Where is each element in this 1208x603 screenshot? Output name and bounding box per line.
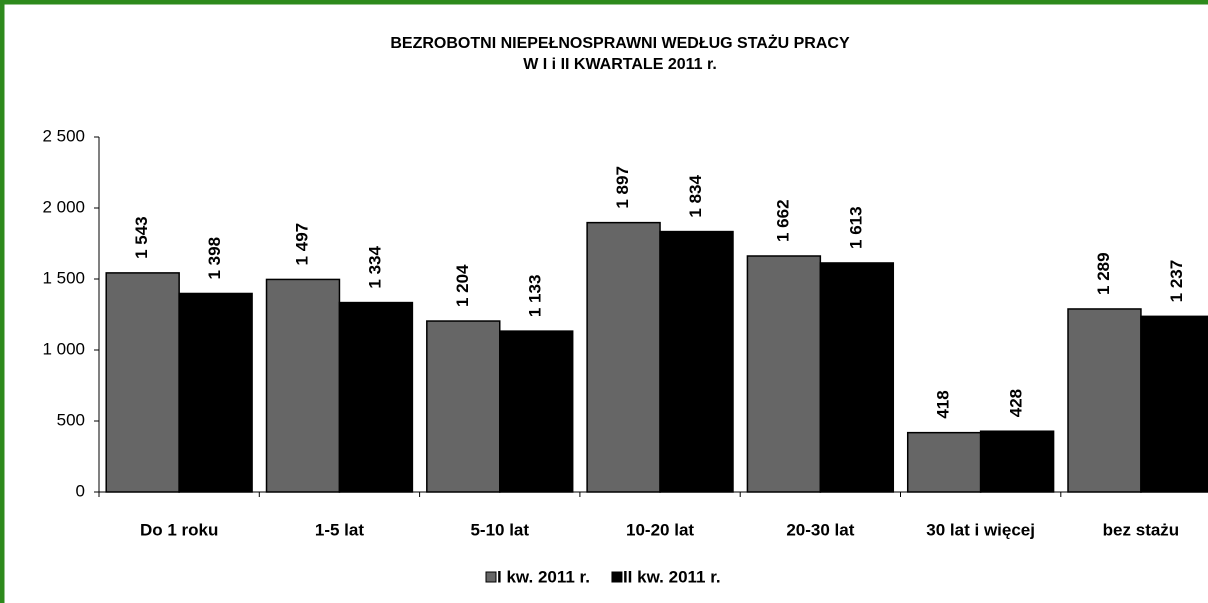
chart-title: BEZROBOTNI NIEPEŁNOSPRAWNI WEDŁUG STAŻU …: [390, 34, 850, 52]
value-label: 418: [934, 390, 953, 418]
bar: [746, 255, 822, 493]
value-label: 1 289: [1094, 252, 1113, 295]
y-tick-label: 2 000: [42, 197, 85, 216]
bar: [178, 292, 253, 493]
value-label: 1 662: [773, 199, 792, 242]
x-tick-label: 30 lat i więcej: [926, 520, 1035, 539]
bar: [979, 430, 1055, 493]
value-label: 1 543: [132, 216, 151, 259]
y-tick-label: 1 000: [42, 339, 85, 358]
bar: [338, 301, 414, 493]
bar: [265, 278, 341, 493]
value-label: 1 398: [205, 237, 224, 280]
value-label: 1 613: [846, 206, 865, 249]
y-tick-label: 0: [76, 481, 85, 500]
value-label: 428: [1007, 389, 1026, 417]
value-label: 1 133: [526, 275, 545, 318]
y-tick-label: 500: [57, 410, 85, 429]
bar: [499, 330, 574, 493]
bar: [906, 431, 982, 493]
value-label: 1 334: [365, 245, 384, 288]
value-label: 1 237: [1167, 260, 1186, 303]
x-tick-label: 10-20 lat: [626, 520, 694, 539]
bar: [1067, 308, 1142, 493]
legend-swatch: [611, 571, 623, 583]
value-label: 1 497: [292, 223, 311, 266]
bar: [426, 320, 501, 493]
y-tick-label: 2 500: [42, 126, 85, 145]
x-tick-label: 1-5 lat: [315, 520, 364, 539]
legend-swatch: [485, 571, 497, 583]
x-tick-label: 5-10 lat: [470, 520, 529, 539]
chart-title: W I i II KWARTALE 2011 r.: [523, 56, 717, 73]
x-tick-label: bez stażu: [1103, 520, 1180, 539]
x-tick-label: Do 1 roku: [140, 520, 218, 539]
x-tick-label: 20-30 lat: [786, 520, 854, 539]
bar: [105, 272, 180, 493]
value-label: 1 897: [613, 166, 632, 209]
bar: [819, 262, 895, 493]
bar: [586, 221, 661, 493]
value-label: 1 204: [453, 264, 472, 307]
legend-label: I kw. 2011 r.: [497, 567, 590, 586]
bar: [1140, 315, 1208, 493]
legend-label: II kw. 2011 r.: [623, 567, 721, 586]
bar: [659, 230, 734, 493]
value-label: 1 834: [686, 174, 705, 217]
y-tick-label: 1 500: [42, 268, 85, 287]
